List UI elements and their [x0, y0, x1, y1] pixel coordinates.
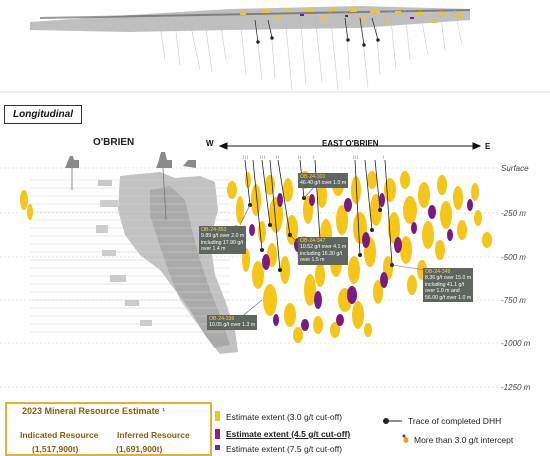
callout-ob-24-353: OB-24-353 9.89 g/t over 2.0 m including …	[199, 226, 247, 254]
legend-item-3g-cutoff: Estimate extent (3.0 g/t cut-off)	[226, 412, 343, 422]
callout-line: 46.40 g/t over 1.0 m	[300, 180, 347, 187]
svg-text:|: |	[383, 155, 384, 159]
callout-line: over 1.5 m	[300, 257, 325, 264]
callout-line: including 41.1 g/t	[425, 281, 465, 288]
level-lines	[30, 179, 230, 333]
legend-swatches	[215, 411, 409, 450]
callout-ob-24-347: OB-24-347 10.52 g/t over 4.1 m including…	[298, 237, 349, 265]
callout-ob-24-301: OB-24-301 46.40 g/t over 1.0 m	[298, 173, 349, 188]
mine-label-obrien: O'BRIEN	[93, 137, 135, 148]
svg-text:| | |: | | |	[353, 155, 358, 159]
drillhole-collar-labels: | | | | | | | | | | | | | | |	[243, 155, 384, 159]
callout-hole-id: OB-24-339	[209, 316, 235, 322]
depth-label-1000: -1000 m	[501, 339, 531, 348]
depth-label-750: -750 m	[501, 296, 526, 305]
depth-label-250: -250 m	[501, 209, 526, 218]
callout-line: 56.00 g/t over 1.0 m	[425, 294, 472, 301]
direction-west-label: W	[206, 139, 214, 148]
resource-estimate-title: 2023 Mineral Resource Estimate ¹	[22, 406, 166, 416]
inferred-resource-label: Inferred Resource	[117, 430, 190, 440]
legend-item-drillhole-trace: Trace of completed DHH	[408, 416, 502, 426]
callout-line: including 16.30 g/t	[300, 250, 343, 257]
indicated-resource-label: Indicated Resource	[20, 430, 99, 440]
callout-hole-id: OB-24-349	[425, 269, 451, 275]
callout-line: over 1.4 m	[201, 246, 226, 253]
callout-ob-24-349: OB-24-349 8.36 g/t over 15.0 m including…	[423, 268, 474, 303]
west-east-arrow	[218, 142, 482, 150]
direction-east-label: E	[485, 142, 491, 151]
zone-label-east-obrien: EAST O'BRIEN	[322, 139, 379, 148]
legend-item-7-5g-cutoff: Estimate extent (7.5 g/t cut-off)	[226, 444, 343, 454]
underground-workings	[96, 172, 238, 354]
callout-line: 10.05 g/t over 1.3 m	[209, 322, 256, 329]
svg-text:| | |: | | |	[260, 155, 265, 159]
legend-item-intercept: More than 3.0 g/t intercept	[414, 435, 514, 445]
svg-text:| |: | |	[276, 155, 279, 159]
callout-line: 8.36 g/t over 15.0 m	[425, 275, 472, 282]
svg-text:| |: | |	[298, 155, 301, 159]
callout-hole-id: OB-24-347	[300, 238, 326, 244]
callout-line: 10.52 g/t over 4.1 m	[300, 244, 347, 251]
callout-ob-24-339: OB-24-339 10.05 g/t over 1.3 m	[207, 315, 258, 330]
callout-line: over 1.0 m and	[425, 288, 460, 295]
inferred-resource-value: (1,691,900t)	[116, 444, 163, 454]
indicated-resource-value: (1,517,900t)	[32, 444, 79, 454]
depth-label-surface: Surface	[501, 164, 529, 173]
svg-text:| | |: | | |	[243, 155, 248, 159]
svg-text:|: |	[313, 155, 314, 159]
depth-label-1250: -1250 m	[501, 383, 531, 392]
shaft-lines	[71, 167, 167, 221]
section-title: Longitudinal	[4, 105, 82, 124]
callout-hole-id: OB-24-353	[201, 227, 227, 233]
resource-blocks-3g	[20, 171, 492, 343]
callout-line: including 17.90 g/t	[201, 239, 244, 246]
depth-label-500: -500 m	[501, 253, 526, 262]
plan-view	[0, 6, 550, 93]
headframe-icon	[65, 152, 196, 168]
legend-item-4-5g-cutoff: Estimate extent (4.5 g/t cut-off)	[226, 429, 351, 439]
callout-line: 9.89 g/t over 2.0 m	[201, 233, 245, 240]
callout-hole-id: OB-24-301	[300, 174, 326, 180]
